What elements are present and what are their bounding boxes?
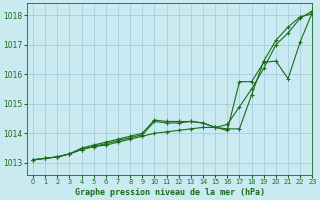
X-axis label: Graphe pression niveau de la mer (hPa): Graphe pression niveau de la mer (hPa) xyxy=(75,188,265,197)
